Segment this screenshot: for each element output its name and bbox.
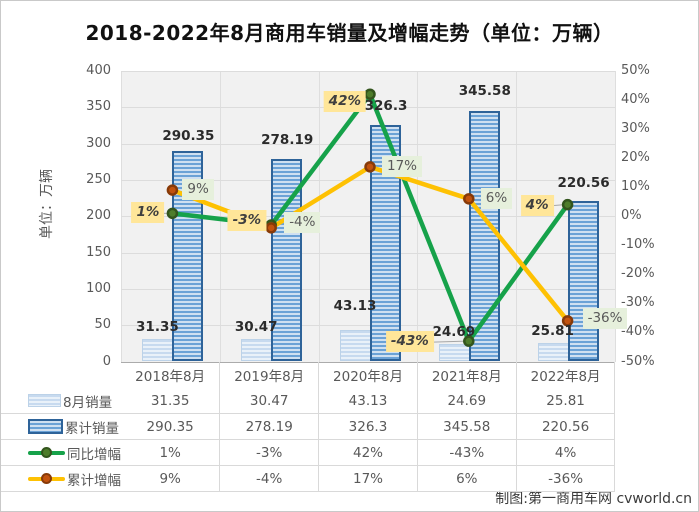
line-label-cumulative: 6% (480, 187, 513, 209)
bar-label-cumulative: 278.19 (261, 132, 314, 149)
chart-title: 2018-2022年8月商用车销量及增幅走势（单位：万辆） (85, 21, 614, 45)
table-value-cell: -43% (416, 439, 517, 466)
left-axis-tick: 200 (86, 208, 111, 224)
right-axis-tick: -50% (621, 353, 655, 369)
table-row: 8月销量 31.35 30.47 43.13 24.69 25.81 (1, 388, 616, 414)
legend-cell: 同比增幅 (1, 439, 121, 466)
footer-credit: 制图:第一商用车网 cvworld.cn (495, 491, 692, 507)
legend-label: 累计增幅 (67, 472, 121, 489)
table-value-cell: 345.58 (416, 413, 517, 440)
bar-monthly-sales (241, 339, 273, 362)
right-axis-tick: -10% (621, 237, 655, 253)
table-value-cell: 290.35 (121, 413, 220, 440)
table-value-cell: 30.47 (219, 388, 319, 414)
bar-label-cumulative: 345.58 (458, 82, 511, 99)
legend-swatch-cumulative-bar (28, 419, 63, 434)
legend-data-table: 2018年8月 2019年8月 2020年8月 2021年8月 2022年8月 8月销量 3… (1, 362, 616, 492)
table-value-cell: 42% (318, 439, 418, 466)
bar-label-monthly: 24.69 (432, 323, 476, 340)
right-axis-tick: -30% (621, 295, 655, 311)
table-value-cell: 24.69 (416, 388, 517, 414)
line-label-yoy: -3% (227, 209, 267, 231)
gridline-vertical (615, 71, 616, 362)
table-row: 累计增幅 9% -4% 17% 6% -36% (1, 465, 616, 492)
table-value-cell: 25.81 (515, 388, 616, 414)
bar-cumulative-sales (567, 201, 599, 362)
bar-label-monthly: 25.81 (531, 322, 574, 339)
table-value-cell: 278.19 (219, 413, 319, 440)
table-value-cell: -4% (219, 465, 319, 492)
legend-cell: 8月销量 (1, 388, 121, 414)
legend-cell: 累计增幅 (1, 465, 121, 492)
table-value-cell: 4% (515, 439, 616, 466)
left-axis-tick: 300 (86, 135, 111, 151)
right-axis-tick: 40% (621, 92, 650, 108)
legend-label: 累计销量 (65, 420, 119, 437)
legend-cell: 累计销量 (1, 413, 121, 440)
table-value-cell: 6% (416, 465, 517, 492)
legend-swatch-cumulative-line (28, 473, 65, 484)
table-header-category: 2020年8月 (318, 362, 418, 388)
gridline-horizontal (121, 143, 615, 145)
right-axis-tick: 50% (621, 63, 650, 78)
line-label-yoy: 4% (520, 194, 554, 216)
gridline-horizontal (121, 71, 615, 72)
legend-swatch-yoy-line (28, 447, 65, 458)
table-value-cell: 220.56 (515, 413, 616, 440)
table-row: 同比增幅 1% -3% 42% -43% 4% (1, 439, 616, 466)
table-value-cell: 43.13 (318, 388, 418, 414)
data-table: 2018年8月 2019年8月 2020年8月 2021年8月 2022年8月 8月销量 3… (1, 362, 616, 492)
table-value-cell: -3% (219, 439, 319, 466)
bar-label-cumulative: 326.3 (364, 97, 408, 114)
left-axis-tick: 350 (86, 99, 111, 115)
line-label-cumulative: -36% (582, 307, 628, 329)
left-axis-tick: 400 (86, 63, 111, 78)
table-value-cell: 17% (318, 465, 418, 492)
table-header-category: 2022年8月 (515, 362, 616, 388)
bar-label-monthly: 30.47 (234, 319, 278, 336)
right-axis-tick: -40% (621, 324, 655, 340)
table-value-cell: 1% (121, 439, 220, 466)
line-label-cumulative: 17% (382, 155, 423, 177)
left-axis-tick: 0 (102, 353, 111, 369)
left-axis-tick: 100 (86, 280, 111, 296)
legend-dot-yoy (41, 447, 52, 458)
bar-label-monthly: 43.13 (333, 298, 377, 315)
y-axis-title: 单位：万辆 (39, 169, 55, 239)
line-label-yoy: 1% (131, 202, 165, 224)
bar-label-cumulative: 220.56 (557, 175, 610, 192)
left-axis-tick: 250 (86, 171, 111, 187)
right-axis-tick: 0% (621, 208, 642, 224)
table-value-cell: 9% (121, 465, 220, 492)
bar-monthly-sales (537, 342, 569, 362)
left-axis-tick: 150 (86, 244, 111, 260)
right-axis-tick: -20% (621, 266, 655, 282)
table-value-cell: 326.3 (318, 413, 418, 440)
table-value-cell: -36% (515, 465, 616, 492)
legend-dot-cumulative (41, 473, 52, 484)
bar-monthly-sales (340, 330, 371, 362)
right-axis-tick: 20% (621, 150, 650, 166)
table-header-category: 2021年8月 (416, 362, 517, 388)
bar-monthly-sales (142, 338, 174, 362)
legend-swatch-monthly-bar (28, 394, 61, 407)
table-header-category: 2019年8月 (219, 362, 319, 388)
line-label-yoy: -43% (385, 331, 434, 353)
line-label-cumulative: 9% (182, 179, 214, 201)
table-value-cell: 31.35 (150, 392, 190, 409)
right-axis-tick: 10% (621, 179, 650, 195)
left-axis-tick: 50 (94, 317, 111, 333)
legend-label: 8月销量 (63, 394, 113, 411)
bar-label-monthly: 31.35 (136, 318, 179, 335)
line-label-yoy: 42% (323, 91, 366, 113)
table-row: 累计销量 290.35 278.19 326.3 345.58 220.56 (1, 413, 616, 440)
bar-monthly-sales (438, 343, 470, 362)
legend-label: 同比增幅 (67, 446, 121, 463)
table-header-category: 2018年8月 (135, 369, 206, 385)
line-label-cumulative: -4% (284, 211, 321, 233)
bar-label-cumulative: 290.35 (162, 127, 215, 144)
right-axis-tick: 30% (621, 121, 650, 137)
table-corner-cell (1, 362, 121, 388)
